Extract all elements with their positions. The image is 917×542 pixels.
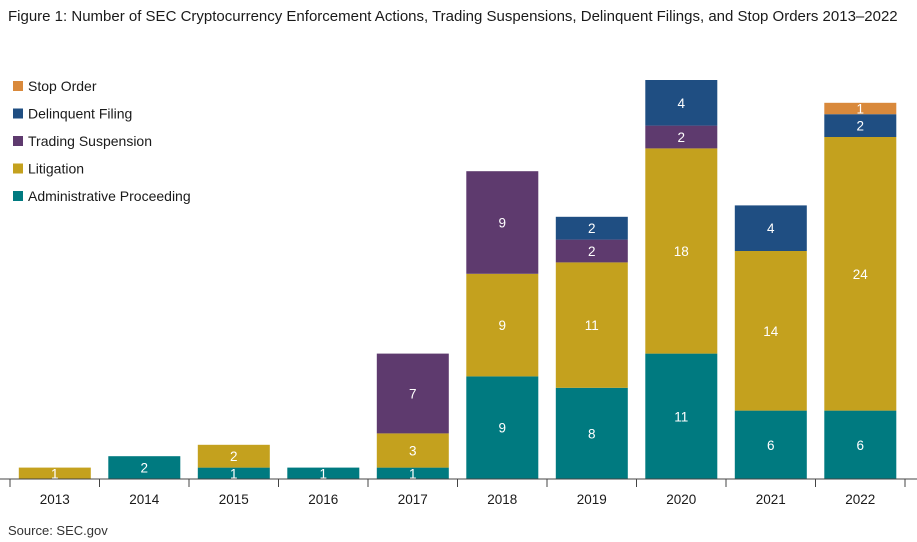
bar-segment-stop-order-2022 [824,102,897,115]
bar-segment-administrative-proceeding-2021 [734,410,807,479]
legend-swatch-trading-suspension [13,136,23,146]
data-label-delinquent-filing-2020: 4 [678,96,686,111]
x-tick-label-2018: 2018 [487,492,517,507]
data-label-administrative-proceeding-2017: 1 [409,466,417,481]
figure-title: Figure 1: Number of SEC Cryptocurrency E… [8,8,898,25]
data-label-administrative-proceeding-2016: 1 [320,466,328,481]
data-label-administrative-proceeding-2015: 1 [230,466,238,481]
legend: Stop Order Delinquent Filing Trading Suspe… [13,78,191,204]
legend-label-administrative-proceeding: Administrative Proceeding [28,188,191,204]
data-label-administrative-proceeding-2021: 6 [767,438,775,453]
bar-segment-administrative-proceeding-2017 [376,467,449,479]
data-label-administrative-proceeding-2014: 2 [141,461,149,476]
data-label-delinquent-filing-2021: 4 [767,221,775,236]
data-label-litigation-2017: 3 [409,444,417,459]
x-tick-label-2020: 2020 [666,492,696,507]
data-label-litigation-2019: 11 [585,318,599,333]
x-tick-label-2015: 2015 [219,492,249,507]
data-label-trading-suspension-2020: 2 [678,130,686,145]
data-label-litigation-2020: 18 [674,244,689,259]
bar-segment-delinquent-filing-2020 [645,80,718,126]
data-label-trading-suspension-2019: 2 [588,244,596,259]
bar-segment-trading-suspension-2018 [466,171,539,274]
bar-segment-litigation-2022 [824,137,897,411]
data-label-litigation-2021: 14 [763,324,779,339]
bar-segment-administrative-proceeding-2014 [108,456,181,479]
legend-label-delinquent-filing: Delinquent Filing [28,106,132,122]
x-tick-label-2014: 2014 [129,492,160,507]
data-label-trading-suspension-2018: 9 [499,216,507,231]
bar-segment-administrative-proceeding-2015 [197,467,270,479]
data-label-administrative-proceeding-2020: 11 [674,409,688,424]
bar-segment-litigation-2019 [555,262,628,388]
data-label-delinquent-filing-2019: 2 [588,221,596,236]
legend-swatch-delinquent-filing [13,108,23,119]
bar-segment-litigation-2018 [466,273,539,377]
bar-segment-administrative-proceeding-2020 [645,353,718,479]
data-label-litigation-2013: 1 [51,466,59,481]
data-label-administrative-proceeding-2022: 6 [857,438,865,453]
x-tick-label-2013: 2013 [40,492,70,507]
source-note: Source: SEC.gov [8,523,108,538]
x-tick-label-2017: 2017 [398,492,428,507]
data-label-administrative-proceeding-2019: 8 [588,426,596,441]
x-tick-label-2022: 2022 [845,492,875,507]
x-tick-label-2019: 2019 [577,492,607,507]
bar-segment-trading-suspension-2017 [376,353,449,434]
data-label-administrative-proceeding-2018: 9 [499,421,507,436]
bar-segment-trading-suspension-2019 [555,239,628,263]
data-label-litigation-2022: 24 [853,267,869,282]
bar-segment-litigation-2015 [197,444,270,468]
bar-segment-administrative-proceeding-2019 [555,387,628,479]
data-label-trading-suspension-2017: 7 [409,387,417,402]
bar-segment-administrative-proceeding-2022 [824,410,897,479]
bar-segment-delinquent-filing-2021 [734,205,807,251]
legend-label-litigation: Litigation [28,161,84,177]
x-axis: 2013 2014 2015 2016 2017 2018 2019 2020 2021 2022 [0,478,917,507]
bar-segment-administrative-proceeding-2016 [287,467,360,479]
legend-swatch-litigation [13,163,23,174]
data-label-stop-order-2022: 1 [857,102,865,117]
bar-segment-litigation-2021 [734,251,807,411]
legend-label-trading-suspension: Trading Suspension [28,133,152,149]
legend-label-stop-order: Stop Order [28,78,97,94]
data-label-litigation-2015: 2 [230,449,238,464]
bar-segment-delinquent-filing-2019 [555,216,628,240]
data-label-delinquent-filing-2022: 2 [857,119,865,134]
bar-segment-litigation-2013 [18,467,91,479]
bar-segment-litigation-2020 [645,148,718,354]
x-tick-label-2016: 2016 [308,492,338,507]
bar-segment-administrative-proceeding-2018 [466,376,539,479]
bar-segment-litigation-2017 [376,433,449,468]
bar-segment-trading-suspension-2020 [645,125,718,149]
legend-swatch-stop-order [13,81,23,91]
data-label-litigation-2018: 9 [499,318,507,333]
legend-swatch-administrative-proceeding [13,191,23,201]
x-tick-label-2021: 2021 [756,492,786,507]
bar-segment-delinquent-filing-2022 [824,114,897,137]
